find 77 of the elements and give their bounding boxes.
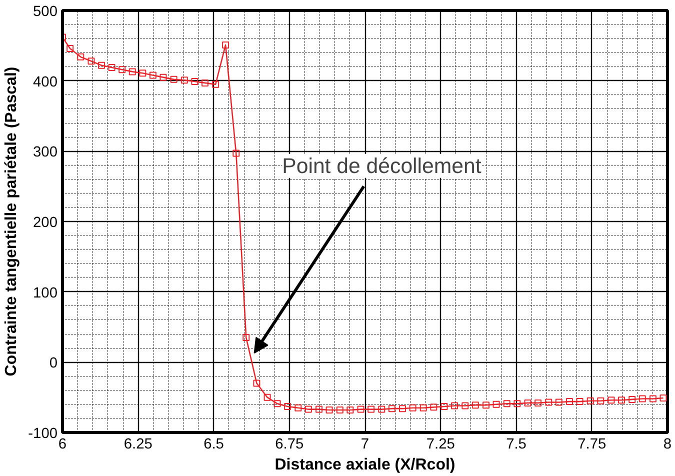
point xyxy=(274,400,281,408)
point xyxy=(409,404,416,412)
point xyxy=(77,53,84,60)
point xyxy=(545,398,552,406)
y-tick-label: 500 xyxy=(33,4,58,20)
point xyxy=(388,405,396,412)
point xyxy=(294,404,302,412)
point xyxy=(638,395,646,402)
point xyxy=(336,406,344,414)
point xyxy=(576,398,584,406)
y-tick-label: 100 xyxy=(33,285,58,302)
point xyxy=(232,150,240,157)
point xyxy=(149,72,156,79)
point xyxy=(524,399,532,406)
point xyxy=(304,406,312,413)
point xyxy=(242,334,250,342)
x-tick-label: 7.75 xyxy=(578,436,606,452)
point xyxy=(555,398,562,406)
point xyxy=(462,402,469,410)
x-tick-label: 6.5 xyxy=(204,436,224,452)
point xyxy=(597,397,604,404)
point xyxy=(264,394,271,401)
point xyxy=(649,395,656,402)
point xyxy=(128,68,136,76)
x-tick-label: 7.5 xyxy=(506,436,526,452)
point xyxy=(66,44,74,52)
y-tick-label: 0 xyxy=(49,356,58,372)
y-tick-label: 300 xyxy=(33,144,58,161)
y-axis-title: Contrainte tangentielle pariétale (Pascal) xyxy=(3,66,20,376)
x-axis-title: Distance axiale (X/Rcol) xyxy=(274,456,456,474)
x-tick-label: 7.25 xyxy=(426,436,455,452)
point xyxy=(108,64,116,71)
point xyxy=(482,402,490,409)
point xyxy=(170,76,178,83)
x-tick-label: 8 xyxy=(663,436,672,452)
point xyxy=(420,404,427,412)
point xyxy=(139,70,146,77)
point xyxy=(212,80,220,88)
point xyxy=(191,78,198,86)
point xyxy=(378,406,386,413)
point xyxy=(608,396,615,404)
point xyxy=(451,402,458,410)
point xyxy=(514,400,521,408)
annotation: Point de décollement xyxy=(282,154,482,178)
point xyxy=(180,76,188,84)
point xyxy=(503,400,510,408)
point xyxy=(566,398,573,406)
y-tick-label: -100 xyxy=(28,426,58,442)
point xyxy=(201,79,208,86)
point xyxy=(118,66,126,74)
point xyxy=(399,405,406,412)
point xyxy=(326,406,333,414)
x-tick-label: 6 xyxy=(58,436,67,452)
point xyxy=(346,406,354,414)
x-tick-label: 7 xyxy=(360,436,370,452)
point xyxy=(430,404,438,411)
point xyxy=(357,406,364,413)
x-tick-label: 6.25 xyxy=(124,436,152,452)
point xyxy=(440,402,448,410)
point xyxy=(88,58,95,65)
y-tick-label: 200 xyxy=(33,215,58,231)
point xyxy=(98,62,106,69)
point xyxy=(316,406,323,413)
point xyxy=(160,74,167,81)
point xyxy=(534,399,542,406)
point xyxy=(253,380,260,387)
point xyxy=(284,402,292,410)
point xyxy=(222,41,230,48)
point xyxy=(368,406,375,413)
point xyxy=(586,397,594,404)
y-tick-label: 400 xyxy=(33,74,58,90)
point xyxy=(628,396,636,403)
x-tick-label: 6.75 xyxy=(275,436,304,452)
point xyxy=(660,394,667,402)
point xyxy=(492,400,500,408)
point xyxy=(472,402,479,409)
point xyxy=(618,396,626,404)
